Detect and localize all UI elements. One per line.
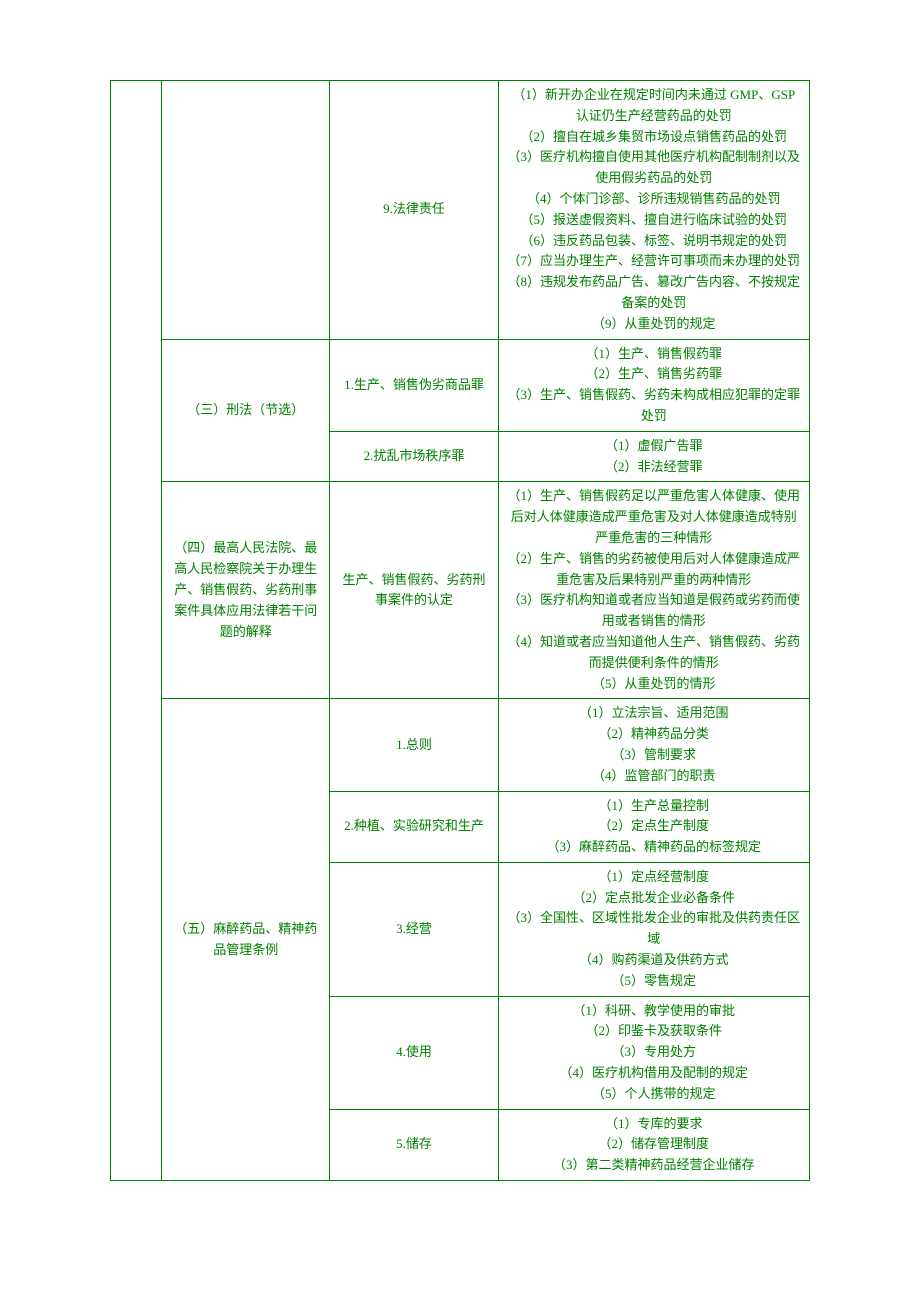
detail-line: （1）新开办企业在规定时间内未通过 GMP、GSP 认证仍生产经营药品的处罚 (505, 85, 803, 127)
topic-col: 5.储存 (330, 1109, 498, 1180)
table-row: 9.法律责任（1）新开办企业在规定时间内未通过 GMP、GSP 认证仍生产经营药… (111, 81, 810, 340)
detail-col: （1）科研、教学使用的审批（2）印鉴卡及获取条件（3）专用处方（4）医疗机构借用… (498, 996, 809, 1109)
syllabus-table: 9.法律责任（1）新开办企业在规定时间内未通过 GMP、GSP 认证仍生产经营药… (110, 80, 810, 1181)
section-col (162, 81, 330, 340)
detail-line: （9）从重处罚的规定 (505, 314, 803, 335)
detail-col: （1）生产总量控制（2）定点生产制度（3）麻醉药品、精神药品的标签规定 (498, 791, 809, 862)
detail-line: （4）医疗机构借用及配制的规定 (505, 1063, 803, 1084)
detail-line: （1）生产总量控制 (505, 796, 803, 817)
topic-col: 3.经营 (330, 862, 498, 996)
detail-line: （5）报送虚假资料、擅自进行临床试验的处罚 (505, 210, 803, 231)
detail-line: （3）医疗机构擅自使用其他医疗机构配制制剂以及使用假劣药品的处罚 (505, 147, 803, 189)
detail-line: （4）监管部门的职责 (505, 766, 803, 787)
detail-line: （1）生产、销售假药罪 (505, 344, 803, 365)
detail-line: （5）从重处罚的情形 (505, 674, 803, 695)
detail-line: （1）专库的要求 (505, 1114, 803, 1135)
detail-line: （7）应当办理生产、经营许可事项而未办理的处罚 (505, 251, 803, 272)
detail-line: （3）专用处方 (505, 1042, 803, 1063)
detail-col: （1）立法宗旨、适用范围（2）精神药品分类（3）管制要求（4）监管部门的职责 (498, 699, 809, 791)
table-row: （四）最高人民法院、最高人民检察院关于办理生产、销售假药、劣药刑事案件具体应用法… (111, 482, 810, 699)
category-col (111, 81, 162, 1181)
detail-line: （5）个人携带的规定 (505, 1084, 803, 1105)
detail-line: （2）精神药品分类 (505, 724, 803, 745)
topic-col: 2.种植、实验研究和生产 (330, 791, 498, 862)
topic-col: 生产、销售假药、劣药刑事案件的认定 (330, 482, 498, 699)
section-col: （四）最高人民法院、最高人民检察院关于办理生产、销售假药、劣药刑事案件具体应用法… (162, 482, 330, 699)
detail-col: （1）生产、销售假药足以严重危害人体健康、使用后对人体健康造成严重危害及对人体健… (498, 482, 809, 699)
detail-line: （3）生产、销售假药、劣药未构成相应犯罪的定罪处罚 (505, 385, 803, 427)
topic-col: 4.使用 (330, 996, 498, 1109)
detail-line: （2）储存管理制度 (505, 1134, 803, 1155)
topic-col: 1.生产、销售伪劣商品罪 (330, 339, 498, 431)
topic-col: 1.总则 (330, 699, 498, 791)
detail-line: （2）印鉴卡及获取条件 (505, 1021, 803, 1042)
detail-line: （1）定点经营制度 (505, 867, 803, 888)
detail-line: （6）违反药品包装、标签、说明书规定的处罚 (505, 231, 803, 252)
table-row: （三）刑法（节选）1.生产、销售伪劣商品罪（1）生产、销售假药罪（2）生产、销售… (111, 339, 810, 431)
detail-line: （2）定点生产制度 (505, 816, 803, 837)
detail-line: （2）非法经营罪 (505, 457, 803, 478)
topic-col: 9.法律责任 (330, 81, 498, 340)
section-col: （五）麻醉药品、精神药品管理条例 (162, 699, 330, 1181)
detail-col: （1）生产、销售假药罪（2）生产、销售劣药罪（3）生产、销售假药、劣药未构成相应… (498, 339, 809, 431)
detail-col: （1）专库的要求（2）储存管理制度（3）第二类精神药品经营企业储存 (498, 1109, 809, 1180)
table-row: （五）麻醉药品、精神药品管理条例1.总则（1）立法宗旨、适用范围（2）精神药品分… (111, 699, 810, 791)
detail-line: （2）擅自在城乡集贸市场设点销售药品的处罚 (505, 127, 803, 148)
detail-col: （1）虚假广告罪（2）非法经营罪 (498, 431, 809, 482)
topic-col: 2.扰乱市场秩序罪 (330, 431, 498, 482)
detail-line: （3）全国性、区域性批发企业的审批及供药责任区域 (505, 908, 803, 950)
detail-line: （1）立法宗旨、适用范围 (505, 703, 803, 724)
section-col: （三）刑法（节选） (162, 339, 330, 482)
detail-line: （3）第二类精神药品经营企业储存 (505, 1155, 803, 1176)
detail-line: （2）生产、销售劣药罪 (505, 364, 803, 385)
detail-line: （3）管制要求 (505, 745, 803, 766)
detail-line: （4）个体门诊部、诊所违规销售药品的处罚 (505, 189, 803, 210)
detail-line: （1）虚假广告罪 (505, 436, 803, 457)
detail-col: （1）定点经营制度（2）定点批发企业必备条件（3）全国性、区域性批发企业的审批及… (498, 862, 809, 996)
detail-line: （3）麻醉药品、精神药品的标签规定 (505, 837, 803, 858)
detail-line: （5）零售规定 (505, 971, 803, 992)
detail-line: （2）定点批发企业必备条件 (505, 888, 803, 909)
detail-line: （3）医疗机构知道或者应当知道是假药或劣药而使用或者销售的情形 (505, 590, 803, 632)
detail-col: （1）新开办企业在规定时间内未通过 GMP、GSP 认证仍生产经营药品的处罚（2… (498, 81, 809, 340)
detail-line: （1）生产、销售假药足以严重危害人体健康、使用后对人体健康造成严重危害及对人体健… (505, 486, 803, 548)
detail-line: （1）科研、教学使用的审批 (505, 1001, 803, 1022)
detail-line: （2）生产、销售的劣药被使用后对人体健康造成严重危害及后果特别严重的两种情形 (505, 549, 803, 591)
detail-line: （8）违规发布药品广告、篡改广告内容、不按规定备案的处罚 (505, 272, 803, 314)
detail-line: （4）购药渠道及供药方式 (505, 950, 803, 971)
detail-line: （4）知道或者应当知道他人生产、销售假药、劣药而提供便利条件的情形 (505, 632, 803, 674)
